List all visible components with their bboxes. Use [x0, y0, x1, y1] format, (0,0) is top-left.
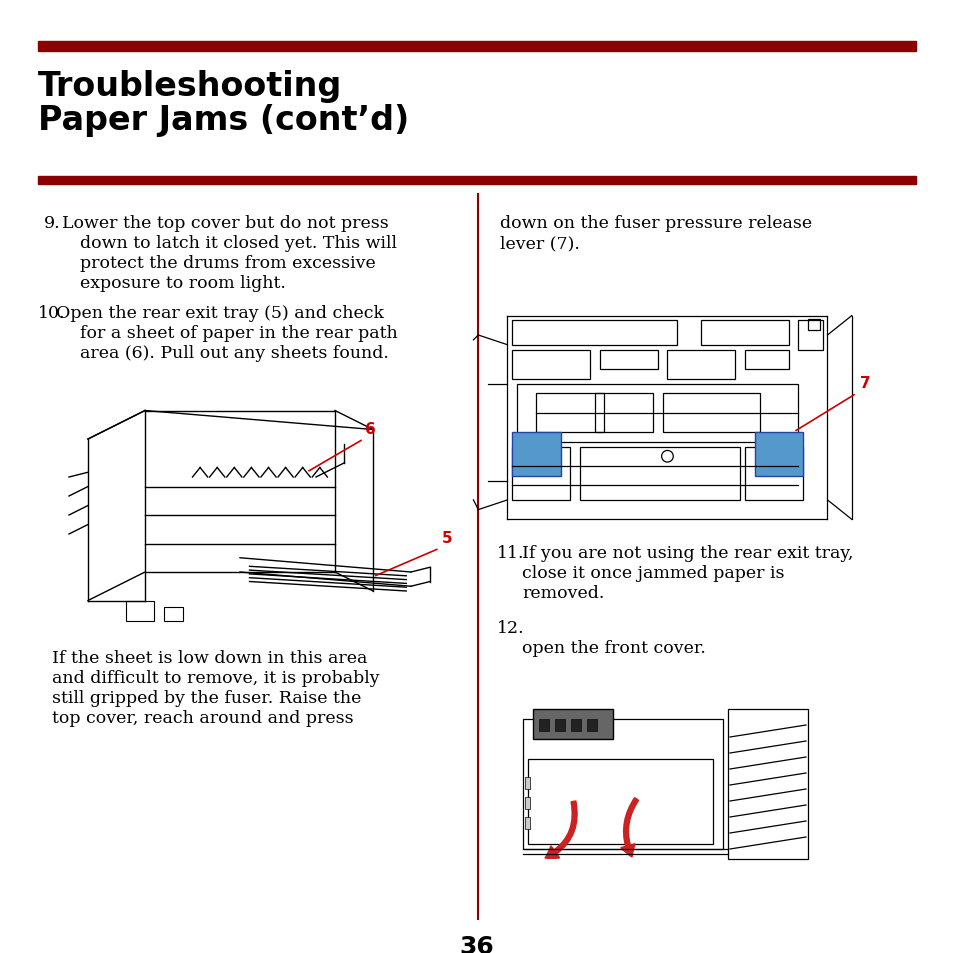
- FancyArrowPatch shape: [620, 799, 638, 857]
- Bar: [555, 720, 564, 731]
- Text: If you are not using the rear exit tray,: If you are not using the rear exit tray,: [521, 544, 853, 561]
- Bar: [536, 394, 604, 433]
- Text: 12.: 12.: [497, 619, 524, 637]
- Text: down to latch it closed yet. This will: down to latch it closed yet. This will: [80, 234, 396, 252]
- Text: top cover, reach around and press: top cover, reach around and press: [52, 709, 354, 726]
- Text: Troubleshooting: Troubleshooting: [38, 70, 342, 103]
- Bar: [594, 394, 652, 433]
- Text: If the sheet is low down in this area: If the sheet is low down in this area: [52, 649, 367, 666]
- Bar: [798, 321, 821, 350]
- Text: 36: 36: [459, 934, 494, 953]
- Text: Paper Jams (cont’d): Paper Jams (cont’d): [38, 104, 409, 137]
- Bar: [744, 350, 788, 370]
- Bar: [522, 720, 722, 849]
- Text: area (6). Pull out any sheets found.: area (6). Pull out any sheets found.: [80, 345, 389, 361]
- FancyArrowPatch shape: [545, 801, 577, 858]
- Bar: [700, 321, 788, 345]
- Bar: [667, 350, 735, 379]
- Bar: [512, 350, 589, 379]
- Bar: [38, 177, 915, 185]
- Text: 7: 7: [859, 375, 869, 391]
- Text: exposure to room light.: exposure to room light.: [80, 274, 286, 292]
- Bar: [38, 42, 915, 52]
- Text: Lower the top cover but do not press: Lower the top cover but do not press: [62, 214, 388, 232]
- Bar: [807, 319, 819, 331]
- Bar: [126, 601, 154, 621]
- Text: and difficult to remove, it is probably: and difficult to remove, it is probably: [52, 669, 379, 686]
- Bar: [538, 720, 548, 731]
- Text: close it once jammed paper is: close it once jammed paper is: [521, 564, 783, 581]
- Bar: [727, 709, 807, 859]
- Bar: [524, 797, 530, 809]
- Bar: [533, 709, 613, 740]
- Text: 6: 6: [365, 422, 375, 436]
- Text: 11.: 11.: [497, 544, 524, 561]
- Bar: [524, 817, 530, 829]
- Bar: [586, 720, 597, 731]
- Bar: [517, 384, 798, 442]
- Text: Open the rear exit tray (5) and check: Open the rear exit tray (5) and check: [56, 305, 384, 322]
- Bar: [754, 433, 802, 476]
- Bar: [527, 760, 712, 844]
- Text: lever (7).: lever (7).: [499, 234, 579, 252]
- Text: 9.: 9.: [44, 214, 61, 232]
- Bar: [524, 778, 530, 789]
- Text: 5: 5: [441, 531, 452, 546]
- Bar: [598, 350, 657, 370]
- Bar: [512, 433, 560, 476]
- Bar: [662, 394, 759, 433]
- Bar: [512, 321, 677, 345]
- Text: down on the fuser pressure release: down on the fuser pressure release: [499, 214, 811, 232]
- Text: open the front cover.: open the front cover.: [521, 639, 705, 657]
- Bar: [744, 447, 802, 500]
- Text: protect the drums from excessive: protect the drums from excessive: [80, 254, 375, 272]
- Text: removed.: removed.: [521, 584, 604, 601]
- Bar: [579, 447, 740, 500]
- Bar: [571, 720, 580, 731]
- Text: 10.: 10.: [38, 305, 66, 322]
- Text: for a sheet of paper in the rear path: for a sheet of paper in the rear path: [80, 325, 397, 341]
- Text: still gripped by the fuser. Raise the: still gripped by the fuser. Raise the: [52, 689, 361, 706]
- Bar: [512, 447, 570, 500]
- Bar: [164, 607, 183, 621]
